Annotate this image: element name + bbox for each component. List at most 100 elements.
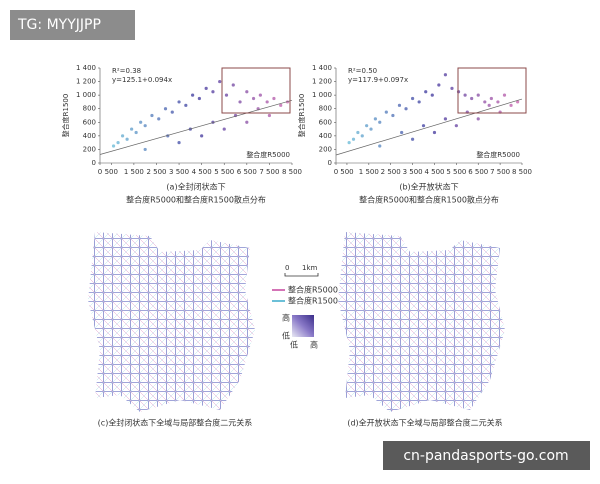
- scatter-point: [378, 120, 382, 124]
- scatter-point: [143, 147, 147, 152]
- scale-start: 0: [285, 264, 289, 272]
- scatter-point: [200, 134, 204, 138]
- x-tick-label: 6 500: [237, 168, 257, 176]
- scatter-point: [163, 107, 168, 111]
- scatter-point: [470, 96, 474, 101]
- scatter-point: [454, 124, 458, 128]
- scatter-point: [476, 93, 480, 97]
- scatter-point: [404, 107, 408, 111]
- scatter-point: [430, 93, 434, 97]
- x-tick-label: 6 500: [468, 168, 488, 176]
- x-tick-label: 4 500: [192, 168, 212, 176]
- scatter-point: [391, 113, 395, 118]
- scatter-point: [421, 124, 426, 128]
- scatter-point: [139, 120, 143, 124]
- y-tick-label: 1 400: [312, 64, 332, 72]
- scatter-point: [143, 124, 147, 128]
- scatter-point: [463, 93, 467, 97]
- y-tick-label: 800: [319, 105, 332, 113]
- caption: (d)全开放状态下全域与局部整合度二元关系: [347, 418, 502, 428]
- scatter-point: [218, 79, 222, 84]
- scatter-point: [157, 117, 161, 121]
- watermark-box: [10, 10, 135, 40]
- x-tick-label: 8 500: [512, 168, 532, 176]
- x-tick-label: 5 500: [214, 168, 234, 176]
- map-d: [338, 232, 505, 412]
- scatter-point: [245, 120, 249, 124]
- caption: (c)全封闭状态下全域与局部整合度二元关系: [98, 418, 253, 428]
- y-tick-label: 200: [83, 145, 96, 153]
- scale-end: 1km: [302, 264, 318, 272]
- r2: R²=0.38: [112, 67, 141, 75]
- scatter-point: [211, 90, 215, 94]
- scatter-point: [378, 144, 382, 148]
- x-tick-label: 500: [340, 168, 353, 176]
- scatter-point: [351, 137, 356, 141]
- map-legend: 0 1km 整合度R5000 整合度R1500 高 低 低 高: [272, 264, 338, 350]
- y-tick-label: 1 200: [312, 78, 332, 86]
- x-tick-label: 500: [105, 168, 118, 176]
- scatter-point: [238, 100, 242, 104]
- scatter-point: [365, 124, 369, 128]
- scatter-point: [134, 130, 138, 135]
- scatter-point: [177, 141, 181, 145]
- x-tick-label: 4 500: [424, 168, 444, 176]
- key-high: 高: [282, 313, 290, 323]
- x-tick-label: 2 500: [146, 168, 166, 176]
- scatter-point: [111, 144, 116, 148]
- scatter-point: [191, 93, 195, 97]
- x-tick-label: 7 500: [490, 168, 510, 176]
- y-tick-label: 1 200: [76, 78, 96, 86]
- x-tick-label: 1 500: [359, 168, 379, 176]
- x-tick-label: 8 500: [282, 168, 302, 176]
- scatter-point: [496, 100, 500, 104]
- key-x-low: 低: [290, 340, 298, 350]
- y-axis-label: 整合度R1500: [61, 94, 70, 138]
- scatter-point: [245, 90, 249, 94]
- y-tick-label: 400: [319, 132, 332, 140]
- scatter-point: [204, 86, 208, 90]
- key-x-high: 高: [310, 340, 318, 350]
- scatter-point: [516, 100, 520, 104]
- map-c: [88, 232, 255, 412]
- chart-subtitle: 整合度R5000和整合度R1500散点分布: [359, 195, 499, 205]
- chart-title: (b)全开放状态下: [399, 182, 458, 192]
- scatter-point: [170, 110, 174, 114]
- scatter-point: [272, 96, 276, 101]
- scatter-point: [184, 103, 188, 107]
- scatter-point: [252, 96, 256, 101]
- footer: cn-pandasports-go.com: [403, 448, 568, 464]
- key-low: 低: [282, 331, 290, 341]
- scatter-point: [116, 141, 120, 145]
- scatter-point: [384, 110, 388, 114]
- x-tick-label: 0: [334, 168, 338, 176]
- chart-subtitle: 整合度R5000和整合度R1500散点分布: [126, 195, 266, 205]
- y-tick-label: 200: [319, 145, 332, 153]
- scatter-point: [417, 100, 421, 104]
- scatter-point: [360, 134, 364, 138]
- scatter-point: [267, 113, 272, 118]
- scatter-point: [410, 137, 415, 141]
- fit-line: [99, 99, 293, 155]
- scatter-point: [424, 90, 428, 94]
- equation: y=117.9+0.097x: [348, 76, 408, 84]
- highlight-box: [457, 67, 527, 114]
- scatter-point: [125, 137, 129, 141]
- scatter-point: [456, 90, 461, 94]
- scatter-point: [369, 127, 373, 131]
- equation: y=125.1+0.094x: [112, 76, 172, 84]
- scatter-point: [443, 117, 448, 121]
- y-tick-label: 800: [83, 105, 96, 113]
- scatter-point: [150, 113, 154, 118]
- scatter-point: [483, 100, 487, 104]
- scatter-point: [397, 103, 402, 107]
- scatter-point: [502, 93, 507, 97]
- scatter-point: [177, 100, 181, 104]
- scatter-point: [489, 96, 493, 101]
- scatter-point: [410, 96, 415, 101]
- scatter-point: [476, 117, 480, 121]
- footer-box: [383, 441, 590, 470]
- x-axis-label: 整合度R5000: [246, 150, 290, 159]
- bivariate-key: [292, 315, 314, 337]
